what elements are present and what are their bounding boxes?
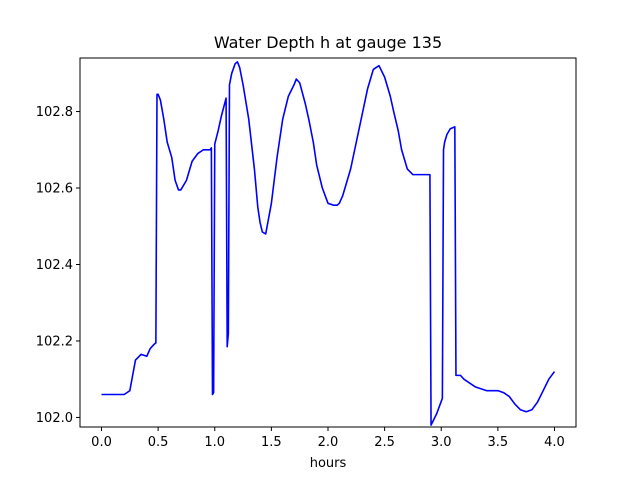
data-layer bbox=[101, 61, 556, 426]
chart-title: Water Depth h at gauge 135 bbox=[214, 33, 442, 52]
series-line bbox=[101, 61, 556, 426]
x-tick-label: 2.5 bbox=[374, 435, 395, 450]
y-tick-label: 102.6 bbox=[36, 182, 73, 197]
y-tick-label: 102.8 bbox=[36, 105, 73, 120]
x-tick-label: 1.0 bbox=[204, 435, 225, 450]
x-tick-label: 3.0 bbox=[431, 435, 452, 450]
x-tick-label: 3.5 bbox=[488, 435, 509, 450]
x-tick-label: 0.5 bbox=[148, 435, 169, 450]
x-axis: 0.0 0.5 1.0 1.5 2.0 2.5 3.0 3.5 4.0 bbox=[91, 427, 565, 450]
x-tick-label: 1.5 bbox=[261, 435, 282, 450]
y-tick-label: 102.4 bbox=[36, 258, 73, 273]
y-tick-label: 102.0 bbox=[36, 411, 73, 426]
x-tick-label: 0.0 bbox=[91, 435, 112, 450]
x-tick-label: 4.0 bbox=[544, 435, 565, 450]
x-axis-label: hours bbox=[310, 456, 347, 471]
plot-area bbox=[80, 58, 576, 427]
x-tick-label: 2.0 bbox=[318, 435, 339, 450]
y-axis: 102.0 102.2 102.4 102.6 102.8 bbox=[36, 105, 80, 426]
y-tick-label: 102.2 bbox=[36, 334, 73, 349]
